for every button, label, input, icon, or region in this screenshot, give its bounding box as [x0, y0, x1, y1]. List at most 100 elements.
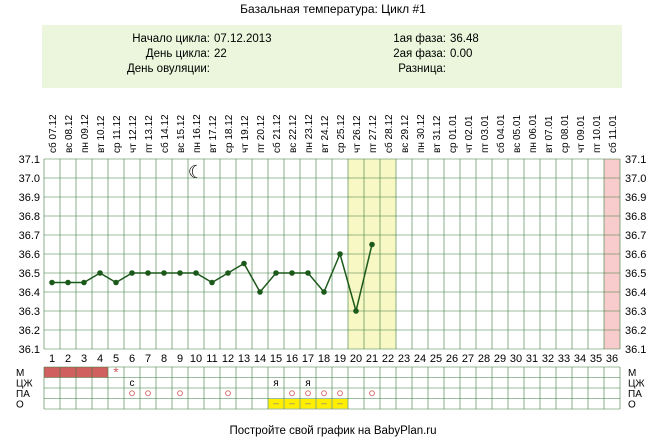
- day-number-label: 22: [382, 353, 394, 365]
- temperature-point: [145, 270, 151, 276]
- day-number-label: 30: [510, 353, 522, 365]
- date-label: пн 30.12: [416, 114, 427, 153]
- ovulation-test-cell: [284, 399, 300, 409]
- day-number-label: 26: [446, 353, 458, 365]
- pa-mark: [337, 390, 343, 397]
- date-label: вт 24.12: [320, 115, 331, 153]
- date-label: вс 29.12: [400, 115, 411, 153]
- date-label: чт 19.12: [240, 115, 251, 153]
- y-tick-label-left: 36.3: [19, 306, 40, 318]
- date-label: вт 10.12: [96, 115, 107, 153]
- date-label: сб 21.12: [271, 114, 283, 153]
- day-number-label: 13: [238, 353, 250, 365]
- day-number-label: 8: [161, 353, 167, 365]
- y-tick-label-right: 36.4: [625, 287, 646, 299]
- pa-mark: [145, 390, 151, 397]
- y-tick-label-left: 36.9: [19, 192, 40, 204]
- day-number-label: 35: [590, 353, 602, 365]
- date-label: пн 06.01: [528, 114, 539, 153]
- cycle-start-label: Начало цикла:: [132, 33, 210, 45]
- ovulation-test-cell: [332, 399, 348, 409]
- day-number-label: 15: [270, 353, 282, 365]
- date-label: пн 16.12: [192, 114, 203, 153]
- y-tick-label-left: 36.6: [19, 249, 40, 261]
- phase2-label: 2ая фаза:: [393, 48, 446, 60]
- y-tick-label-right: 36.9: [625, 192, 646, 204]
- date-label: сб 11.01: [607, 115, 619, 153]
- date-label: ср 11.12: [112, 115, 123, 153]
- y-tick-label-left: 37.1: [19, 154, 40, 166]
- date-label: ср 18.12: [224, 114, 235, 153]
- temperature-point: [161, 270, 167, 276]
- date-label: вс 22.12: [288, 115, 299, 153]
- pa-mark: [289, 390, 295, 397]
- date-label: вс 08.12: [64, 115, 75, 153]
- temperature-point: [49, 279, 55, 286]
- date-label: пт 20.12: [256, 115, 267, 153]
- date-label: чт 09.01: [576, 115, 587, 153]
- day-number-label: 23: [398, 353, 410, 365]
- temperature-point: [369, 241, 375, 248]
- cervical-mark: я: [305, 378, 310, 389]
- day-number-label: 5: [113, 353, 119, 365]
- y-tick-label-left: 36.2: [19, 325, 40, 337]
- temperature-line: [52, 244, 373, 314]
- date-label: пн 09.12: [80, 114, 91, 153]
- temperature-point: [65, 279, 71, 286]
- ovulation-test-mark: –: [337, 399, 343, 410]
- day-number-label: 11: [206, 353, 217, 365]
- day-number-label: 27: [462, 353, 474, 365]
- date-label: сб 07.12: [47, 114, 59, 153]
- row-label-right: О: [628, 400, 636, 411]
- date-label: вс 05.01: [512, 115, 523, 153]
- ovulation-test-cell: [268, 399, 284, 409]
- day-number-label: 31: [526, 353, 538, 365]
- phase2-value: 0.00: [450, 48, 473, 60]
- day-number-label: 33: [558, 353, 570, 365]
- date-label: вс 15.12: [176, 115, 187, 153]
- day-number-label: 10: [190, 353, 202, 365]
- date-label: сб 14.12: [159, 114, 171, 153]
- row-label-right: ЦЖ: [628, 379, 645, 390]
- day-number-label: 19: [334, 353, 346, 365]
- temperature-point: [225, 270, 231, 276]
- cervical-mark: с: [130, 378, 135, 389]
- date-label: пт 13.12: [144, 115, 155, 153]
- day-number-label: 7: [145, 353, 151, 365]
- date-label: чт 02.01: [464, 115, 475, 153]
- ovulation-test-mark: –: [305, 399, 311, 410]
- temperature-point: [305, 270, 311, 276]
- date-label: вт 31.12: [432, 115, 443, 153]
- cycle-day-label: День цикла:: [145, 48, 210, 60]
- date-label: сб 28.12: [383, 114, 395, 153]
- temperature-point: [321, 289, 327, 295]
- cycle-day-value: 22: [214, 48, 227, 60]
- star-icon: *: [113, 364, 119, 380]
- date-label: чт 26.12: [352, 115, 363, 153]
- date-label: пт 10.01: [592, 115, 603, 153]
- y-tick-label-left: 36.4: [19, 287, 40, 299]
- y-tick-label-right: 36.3: [625, 306, 646, 318]
- temperature-point: [113, 279, 119, 286]
- temperature-point: [177, 270, 183, 276]
- temperature-point: [257, 289, 263, 295]
- row-label-left: ЦЖ: [16, 379, 33, 390]
- y-tick-label-right: 36.1: [625, 344, 646, 356]
- day-number-label: 1: [49, 353, 55, 365]
- y-tick-label-right: 37.0: [625, 173, 646, 185]
- ovulation-test-mark: –: [273, 399, 279, 410]
- pa-mark: [369, 390, 375, 397]
- day-number-label: 29: [494, 353, 506, 365]
- footer-link[interactable]: Постройте свой график на BabyPlan.ru: [229, 425, 437, 437]
- cycle-info-panel: Начало цикла: 07.12.2013 День цикла: 22 …: [42, 25, 622, 88]
- y-tick-label-left: 36.5: [19, 268, 40, 280]
- cervical-mark: я: [273, 378, 278, 389]
- row-label-left: М: [16, 368, 24, 379]
- day-number-label: 32: [542, 353, 554, 365]
- temperature-point: [273, 270, 279, 276]
- phase1-value: 36.48: [450, 33, 479, 45]
- moon-icon: ☾: [188, 162, 204, 183]
- day-number-label: 25: [430, 353, 442, 365]
- day-number-label: 28: [478, 353, 490, 365]
- pa-mark: [177, 390, 183, 397]
